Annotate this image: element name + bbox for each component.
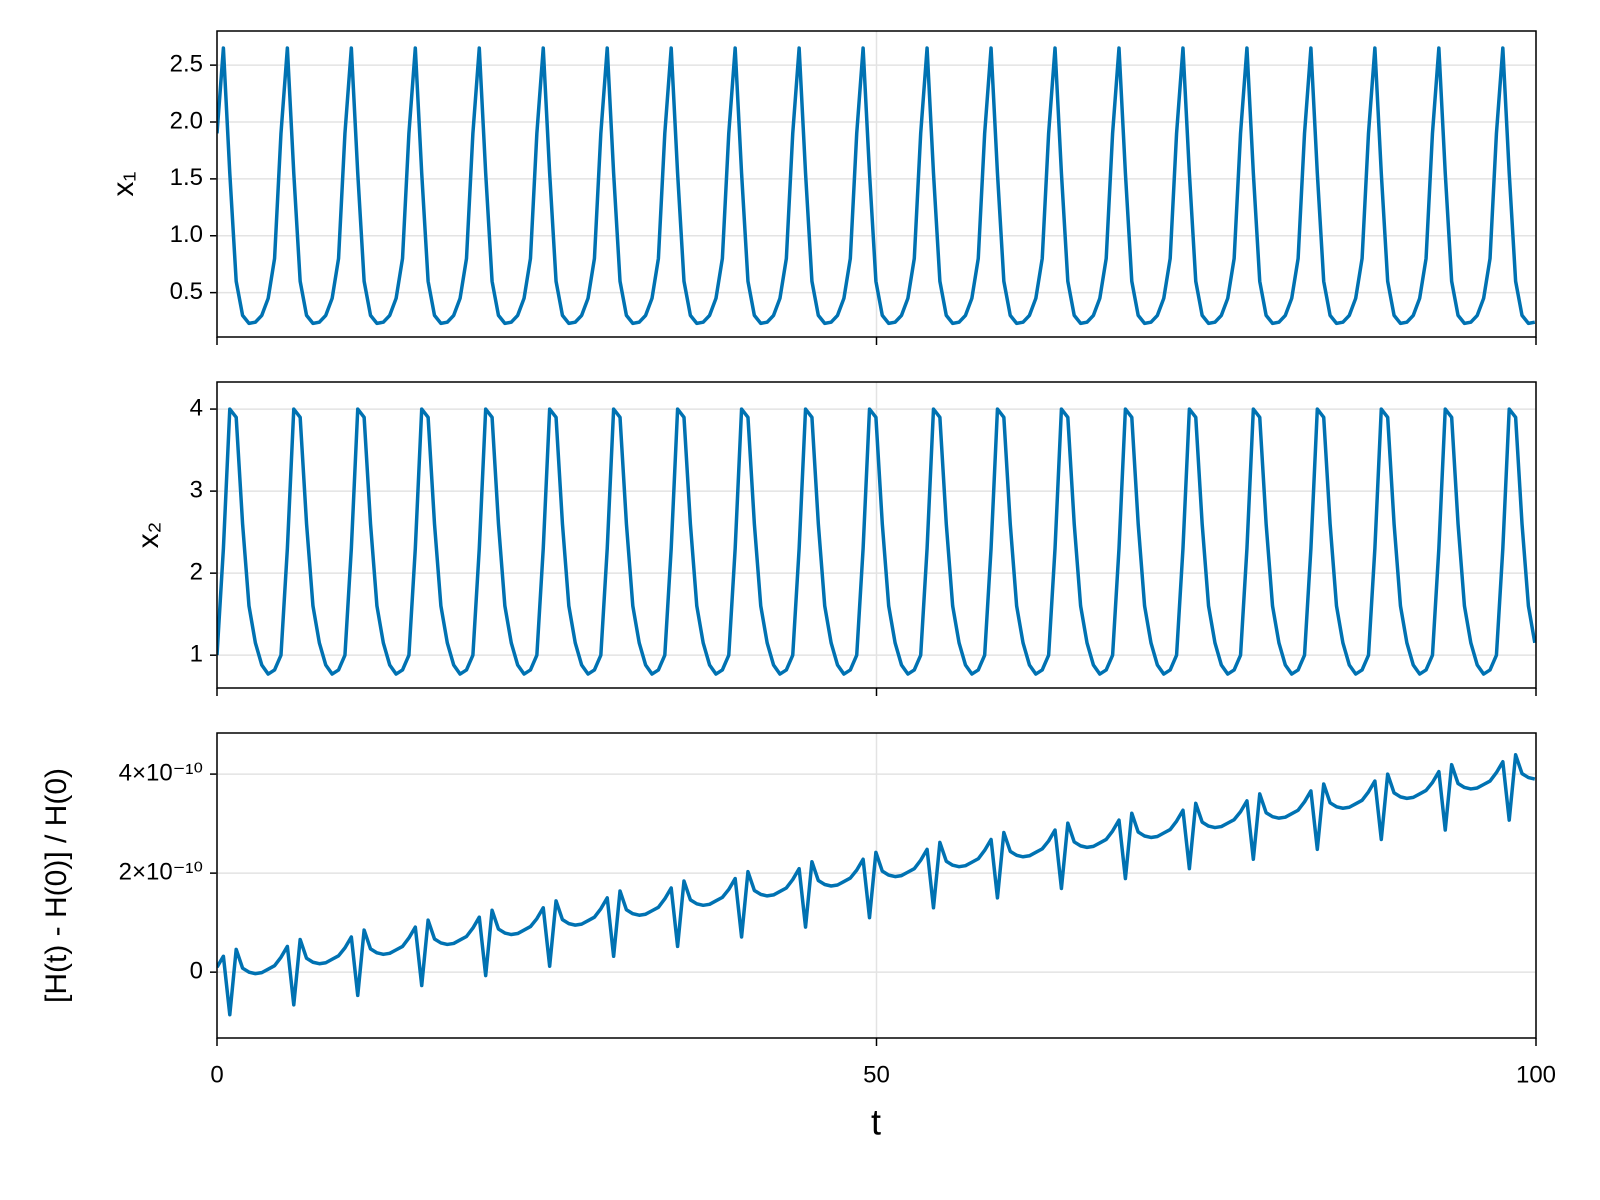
x-tick-label: 0 (210, 1061, 223, 1088)
data-line (217, 46, 1536, 326)
data-line (217, 407, 1536, 676)
plot-frame (216, 30, 1537, 338)
y-tick-label: 2×10⁻¹⁰ (119, 858, 203, 885)
y-axis-label: [H(t) - H(0)] / H(0) (40, 768, 73, 1003)
y-tick-label: 4 (190, 394, 203, 421)
y-tick-label: 2.0 (170, 107, 203, 134)
plot-frame (216, 732, 1537, 1039)
y-tick-label: 3 (190, 476, 203, 503)
y-tick-label: 2.5 (170, 50, 203, 77)
x-tick-label: 50 (863, 1061, 890, 1088)
y-tick-label: 1.5 (170, 164, 203, 191)
y-tick-label: 1.0 (170, 221, 203, 248)
y-tick-label: 0.5 (170, 278, 203, 305)
y-tick-label: 0 (190, 957, 203, 984)
y-axis-label: x₂ (132, 522, 165, 549)
y-axis-label: x₁ (107, 171, 140, 196)
x-tick-label: 100 (1516, 1061, 1556, 1088)
data-line (217, 753, 1536, 1017)
y-tick-label: 2 (190, 558, 203, 585)
y-tick-label: 4×10⁻¹⁰ (119, 759, 203, 786)
x-axis-label: t (871, 1102, 881, 1143)
plot-frame (216, 381, 1537, 689)
y-tick-label: 1 (190, 641, 203, 668)
